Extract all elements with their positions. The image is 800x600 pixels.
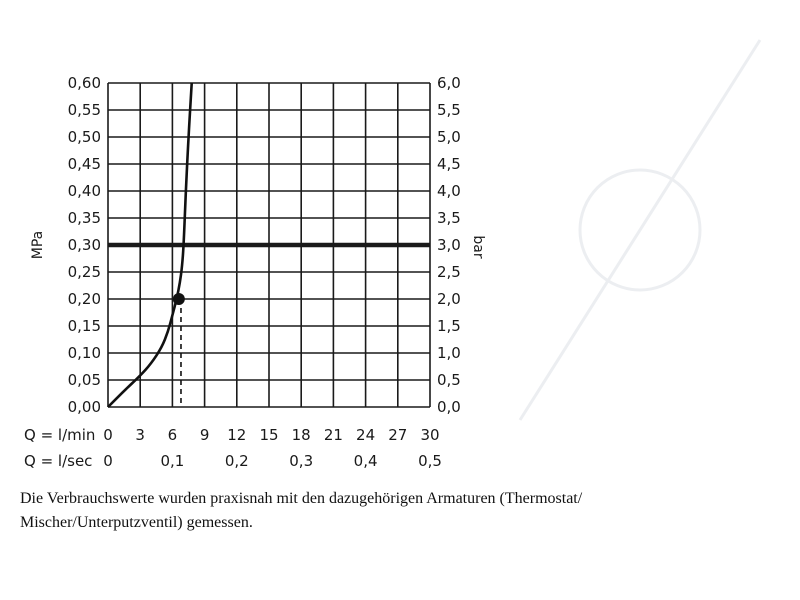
right-tick-label: 1,5 — [437, 317, 461, 335]
x-lmin-tick-label: 12 — [227, 426, 246, 444]
left-tick-label: 0,50 — [68, 128, 101, 146]
left-tick-label: 0,25 — [68, 263, 101, 281]
x-axis-lsec-label: Q = l/sec — [24, 452, 92, 470]
right-tick-label: 0,0 — [437, 398, 461, 416]
x-lsec-tick-label: 0,4 — [354, 452, 378, 470]
right-tick-label: 4,0 — [437, 182, 461, 200]
x-lmin-tick-label: 3 — [135, 426, 145, 444]
x-axis-lmin-label: Q = l/min — [24, 426, 95, 444]
left-tick-label: 0,40 — [68, 182, 101, 200]
left-tick-label: 0,10 — [68, 344, 101, 362]
left-tick-label: 0,15 — [68, 317, 101, 335]
left-tick-label: 0,35 — [68, 209, 101, 227]
right-tick-label: 1,0 — [437, 344, 461, 362]
x-lsec-tick-label: 0 — [103, 452, 113, 470]
left-tick-label: 0,45 — [68, 155, 101, 173]
right-tick-label: 4,5 — [437, 155, 461, 173]
right-tick-label: 5,5 — [437, 101, 461, 119]
x-lmin-tick-label: 0 — [103, 426, 113, 444]
x-lmin-tick-label: 15 — [259, 426, 278, 444]
left-tick-label: 0,00 — [68, 398, 101, 416]
x-lmin-tick-label: 24 — [356, 426, 375, 444]
x-lsec-tick-label: 0,2 — [225, 452, 249, 470]
watermark — [518, 39, 762, 421]
left-axis-label: MPa — [30, 231, 46, 259]
left-tick-label: 0,60 — [68, 74, 101, 92]
x-lmin-tick-label: 6 — [168, 426, 178, 444]
plot-series — [107, 82, 430, 408]
x-lmin-tick-label: 30 — [420, 426, 439, 444]
right-tick-label: 0,5 — [437, 371, 461, 389]
right-tick-label: 5,0 — [437, 128, 461, 146]
flow-curve — [107, 82, 194, 408]
right-tick-label: 2,5 — [437, 263, 461, 281]
x-lmin-tick-label: 9 — [200, 426, 210, 444]
left-tick-label: 0,05 — [68, 371, 101, 389]
x-lmin-tick-label: 27 — [388, 426, 407, 444]
left-tick-label: 0,55 — [68, 101, 101, 119]
left-tick-label: 0,30 — [68, 236, 101, 254]
axis-ticks: 0,00 0,00,05 0,50,10 1,00,15 1,50,20 2,00,25 2… — [68, 74, 461, 470]
x-lmin-tick-label: 18 — [292, 426, 311, 444]
left-tick-label: 0,20 — [68, 290, 101, 308]
right-tick-label: 2,0 — [437, 290, 461, 308]
caption: Die Verbrauchswerte wurden praxisnah mit… — [20, 490, 583, 531]
right-tick-label: 6,0 — [437, 74, 461, 92]
right-tick-label: 3,0 — [437, 236, 461, 254]
right-tick-label: 3,5 — [437, 209, 461, 227]
x-lmin-tick-label: 21 — [324, 426, 343, 444]
operating-point-marker — [172, 293, 185, 305]
x-lsec-tick-label: 0,3 — [289, 452, 313, 470]
right-axis-label: bar — [470, 235, 486, 258]
x-lsec-tick-label: 0,1 — [160, 452, 184, 470]
x-lsec-tick-label: 0,5 — [418, 452, 442, 470]
